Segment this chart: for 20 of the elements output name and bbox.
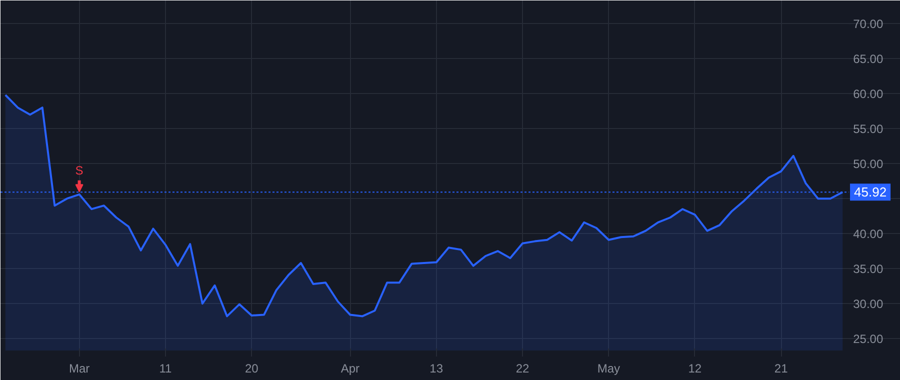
y-tick-label: 35.00 [853, 262, 884, 276]
y-tick-label: 70.00 [853, 17, 884, 32]
x-tick-label: 12 [688, 362, 702, 376]
annotation: S [75, 164, 84, 178]
x-tick-label: 13 [430, 362, 444, 376]
x-tick-label: Apr [340, 362, 360, 376]
x-tick-label: Mar [68, 362, 90, 376]
y-tick-label: 50.00 [853, 157, 884, 172]
x-tick-label: 21 [774, 362, 788, 376]
x-tick-label: May [597, 362, 620, 376]
x-tick-label: 20 [244, 362, 259, 376]
x-tick-label: 22 [516, 362, 530, 376]
y-tick-label: 55.00 [853, 122, 884, 136]
y-tick-label: 60.00 [853, 87, 884, 102]
ref-line-label: 45.92 [854, 184, 887, 200]
y-tick-label: 65.00 [853, 52, 884, 66]
y-tick-label: 25.00 [853, 332, 884, 346]
y-tick-label: 30.00 [853, 297, 884, 312]
y-tick-label: 40.00 [853, 227, 884, 242]
x-tick-label: 11 [159, 362, 172, 376]
